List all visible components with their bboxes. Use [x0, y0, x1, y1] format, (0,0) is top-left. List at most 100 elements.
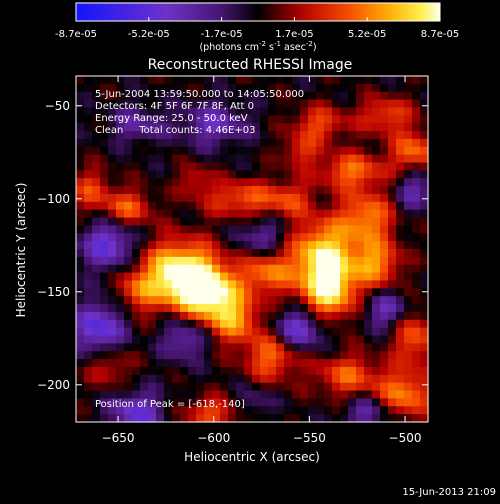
heatmap-cell	[324, 76, 333, 85]
heatmap-cell	[220, 170, 229, 179]
heatmap-cell	[124, 311, 133, 321]
heatmap-cell	[244, 264, 253, 274]
heatmap-cell	[396, 343, 405, 352]
heatmap-cell	[172, 264, 181, 274]
heatmap-cell	[76, 296, 85, 305]
heatmap-cell	[244, 131, 253, 140]
heatmap-cell	[364, 186, 373, 195]
heatmap-cell	[308, 131, 317, 140]
heatmap-cell	[76, 414, 85, 423]
heatmap-cell	[244, 414, 253, 423]
heatmap-cell	[100, 186, 109, 195]
heatmap-cell	[148, 146, 157, 156]
heatmap-cell	[276, 374, 285, 384]
heatmap-cell	[132, 186, 141, 195]
heatmap-cell	[212, 131, 221, 140]
heatmap-cell	[396, 76, 405, 85]
heatmap-cell	[172, 343, 181, 352]
heatmap-cell	[316, 107, 325, 116]
heatmap-cell	[356, 288, 365, 297]
heatmap-cell	[300, 178, 309, 187]
heatmap-cell	[124, 131, 133, 140]
heatmap-cell	[316, 209, 325, 219]
heatmap-cell	[364, 131, 373, 140]
heatmap-cell	[396, 107, 405, 116]
heatmap-cell	[404, 201, 413, 211]
heatmap-cell	[308, 288, 317, 297]
heatmap-cell	[148, 288, 157, 297]
heatmap-cell	[204, 178, 213, 187]
heatmap-cell	[100, 115, 109, 124]
heatmap-cell	[364, 201, 373, 211]
heatmap-cell	[404, 319, 413, 329]
heatmap-cell	[324, 170, 333, 179]
heatmap-cell	[204, 193, 213, 203]
heatmap-cell	[140, 311, 149, 321]
heatmap-cell	[316, 115, 325, 124]
heatmap-cell	[116, 162, 125, 171]
heatmap-cell	[412, 256, 421, 266]
heatmap-cell	[212, 406, 221, 415]
heatmap-cell	[180, 146, 189, 156]
heatmap-cell	[340, 76, 349, 85]
heatmap-cell	[372, 335, 381, 344]
heatmap-cell	[412, 154, 421, 164]
heatmap-cell	[364, 99, 373, 109]
heatmap-cell	[204, 256, 213, 266]
heatmap-cell	[236, 178, 245, 187]
heatmap-cell	[396, 91, 405, 101]
colorbar-tick-label: -5.2e-05	[128, 29, 170, 40]
heatmap-cell	[340, 178, 349, 187]
heatmap-cell	[196, 186, 205, 195]
heatmap-cell	[236, 154, 245, 164]
heatmap-cell	[356, 154, 365, 164]
heatmap-cell	[340, 241, 349, 250]
heatmap-cell	[172, 249, 181, 258]
heatmap-cell	[204, 280, 213, 289]
heatmap-cell	[332, 107, 341, 116]
heatmap-cell	[316, 123, 325, 132]
heatmap-cell	[244, 256, 253, 266]
heatmap-cell	[316, 233, 325, 242]
heatmap-cell	[300, 264, 309, 274]
heatmap-cell	[236, 256, 245, 266]
heatmap-cell	[84, 366, 93, 376]
heatmap-cell	[236, 217, 245, 227]
heatmap-cell	[252, 162, 261, 171]
heatmap-cell	[228, 311, 237, 321]
heatmap-cell	[92, 241, 101, 250]
heatmap-cell	[340, 304, 349, 313]
heatmap-cell	[420, 343, 429, 352]
heatmap-cell	[196, 398, 205, 407]
heatmap-cell	[212, 366, 221, 376]
heatmap-cell	[108, 123, 117, 132]
heatmap-cell	[244, 304, 253, 313]
heatmap-cell	[420, 138, 429, 148]
heatmap-cell	[276, 193, 285, 203]
heatmap-cell	[132, 115, 141, 124]
heatmap-cell	[348, 170, 357, 179]
heatmap-cell	[132, 414, 141, 423]
heatmap-cell	[244, 406, 253, 415]
heatmap-cell	[220, 146, 229, 156]
heatmap-cell	[348, 382, 357, 392]
heatmap-cell	[108, 241, 117, 250]
heatmap-cell	[156, 311, 165, 321]
heatmap-cell	[236, 343, 245, 352]
heatmap-cell	[132, 233, 141, 242]
heatmap-cell	[284, 217, 293, 227]
heatmap-cell	[308, 382, 317, 392]
heatmap-cell	[204, 123, 213, 132]
heatmap-cell	[108, 327, 117, 337]
heatmap-cell	[332, 304, 341, 313]
heatmap-cell	[268, 186, 277, 195]
heatmap-cell	[236, 272, 245, 282]
heatmap-cell	[76, 382, 85, 392]
heatmap-cell	[228, 272, 237, 282]
heatmap-cell	[148, 209, 157, 219]
heatmap-cell	[180, 311, 189, 321]
heatmap-cell	[284, 398, 293, 407]
heatmap-cell	[260, 280, 269, 289]
heatmap-cell	[172, 209, 181, 219]
heatmap-cell	[332, 170, 341, 179]
